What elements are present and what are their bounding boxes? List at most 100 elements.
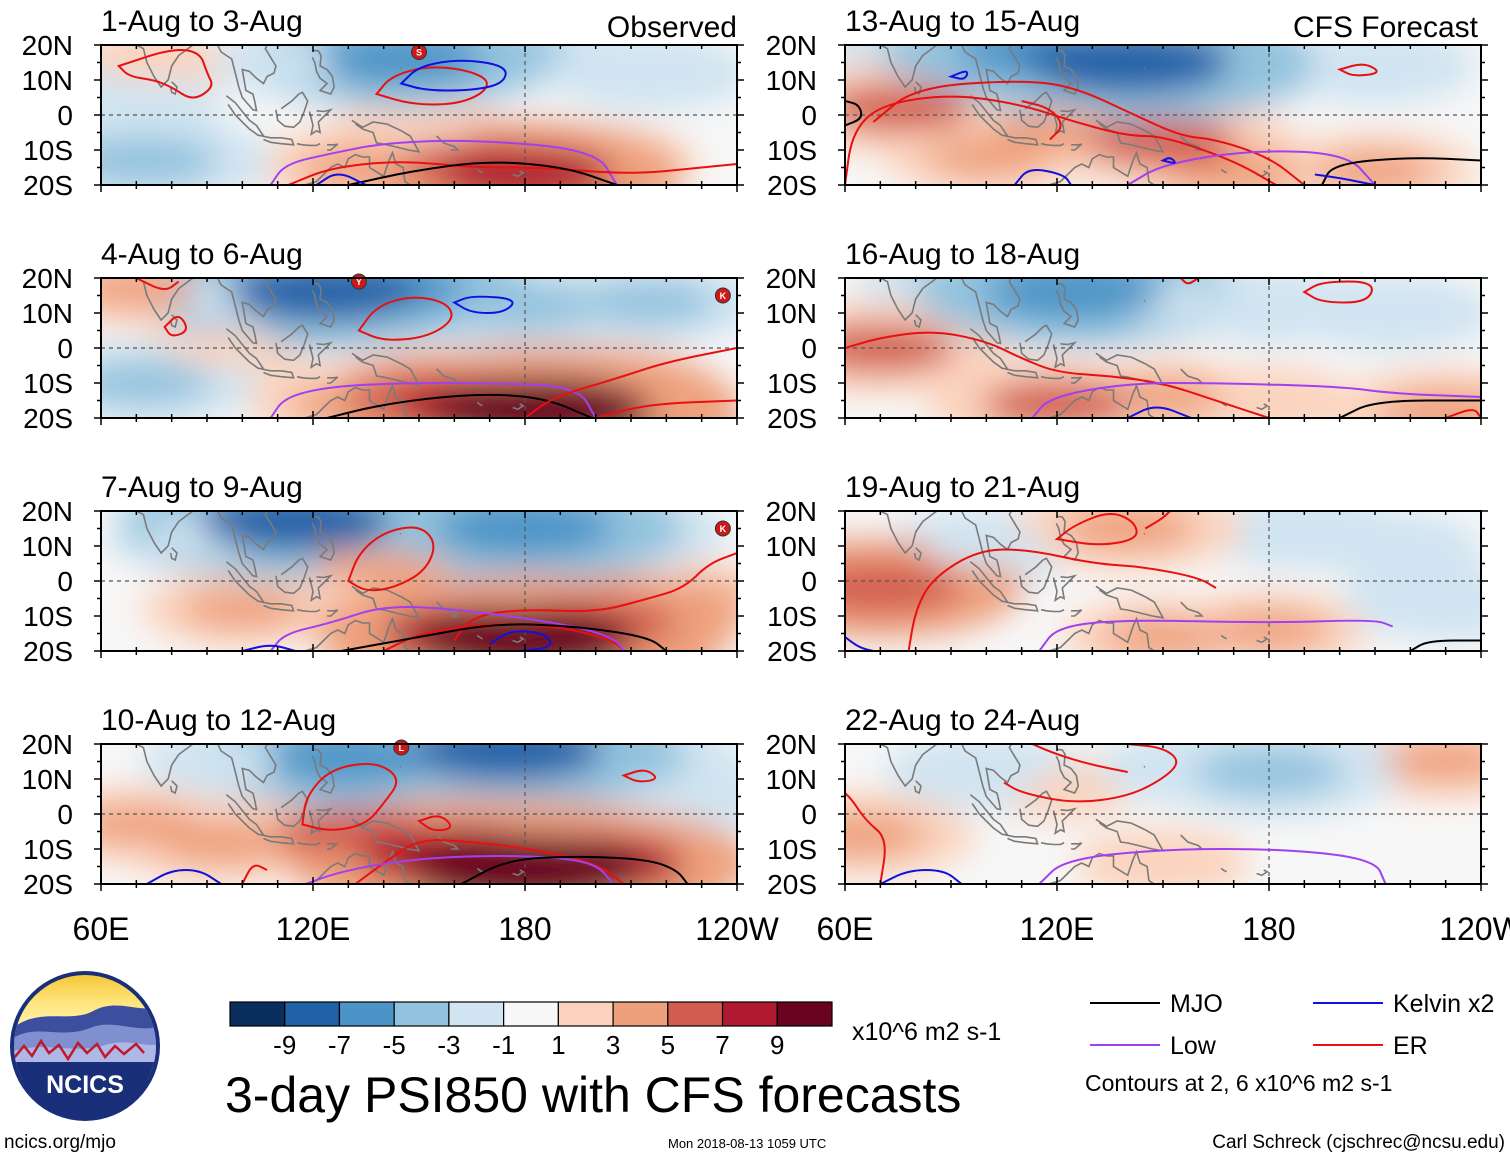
coastline [512,403,525,411]
y-tick-label: 10S [767,834,817,865]
coastline [879,511,939,555]
coastline [1143,66,1146,69]
y-tick-label: 0 [801,566,817,597]
coastline [476,867,483,873]
x-tick-label: 180 [498,911,551,947]
coastline [314,494,320,505]
coastline [1046,849,1156,884]
contour-line [1321,157,1481,185]
coastline [261,135,295,146]
coastline [327,842,339,850]
coastline [913,81,922,96]
panel-title: 1-Aug to 3-Aug [101,5,303,38]
contour-line [1013,169,1072,185]
coastline [1209,886,1223,892]
coastline [135,511,195,555]
coastline [135,45,195,89]
colorbar-swatch [721,1001,778,1027]
coastline [327,609,339,617]
anomaly-core [319,45,484,85]
anomaly-core [156,820,293,864]
coastline [960,744,1021,811]
anomaly-core [411,744,604,781]
coastline [465,420,479,426]
storm-label: L [399,743,405,753]
panel-ticks [94,277,744,425]
anomaly-blobs [101,45,737,185]
coastline [216,278,277,345]
coastline [399,765,402,768]
coastline [512,869,525,877]
coastline [465,187,479,193]
contour-line [399,59,507,92]
contour-line [1144,511,1171,530]
y-tick-label: 10S [767,601,817,632]
panel-ticks [838,44,1488,192]
coastline [1005,135,1039,146]
author-credit: Carl Schreck (cjschrec@ncsu.edu) [1212,1132,1505,1153]
coastlines [879,511,1269,659]
coastline [311,515,336,561]
y-tick-label: 10N [22,764,73,795]
y-tick-label: 10N [22,298,73,329]
anomaly-core [1338,528,1447,564]
map-panel: L 10-Aug to 12-Aug 20N 10N 0 10S 20S [22,704,744,900]
legend-label: Kelvin x2 [1393,990,1494,1018]
anomaly-field [845,45,1477,185]
wave-contours [116,49,737,185]
colorbar-tick-label: -5 [383,1030,406,1060]
colorbar-tick-label: 1 [551,1030,565,1060]
coastline [1052,341,1078,370]
y-tick-label: 20N [22,30,73,61]
timestamp: Mon 2018-08-13 1059 UTC [668,1136,826,1151]
anomaly-core [647,778,737,815]
coastline [1209,653,1223,659]
main-title: 3-day PSI850 with CFS forecasts [225,1067,961,1123]
map-panel: 13-Aug to 15-Aug 20N 10N 0 10S 20S [766,5,1488,201]
coastline [296,142,321,147]
anomaly-core [181,589,304,629]
coastline [311,282,336,328]
colorbar-tick-label: 5 [661,1030,675,1060]
colorbar-tick-label: -3 [437,1030,460,1060]
anomaly-core [266,744,431,784]
panel-title: 13-Aug to 15-Aug [845,5,1080,38]
y-tick-label: 20S [767,869,817,900]
coastline [1220,634,1227,640]
y-tick-label: 20S [767,170,817,201]
storm-icon: K [714,287,731,304]
x-tick-label: 60E [73,911,130,947]
contour-note: Contours at 2, 6 x10^6 m2 s-1 [1085,1070,1392,1096]
ncics-logo: NCICS [10,971,160,1121]
coastline [1019,557,1053,595]
contour-line [347,526,435,592]
coastline [1052,807,1078,836]
x-tick-label: 180 [1242,911,1295,947]
x-tick-label: 120W [695,911,779,947]
coastline [314,28,320,39]
anomaly-core [1102,377,1224,417]
y-tick-label: 20N [766,263,817,294]
coastline [1071,376,1083,384]
contour-line [1021,100,1062,141]
coastline [960,511,1021,578]
anomaly-core [580,280,717,325]
y-tick-label: 20S [23,636,73,667]
panel-title: 16-Aug to 18-Aug [845,238,1080,271]
site-link[interactable]: ncics.org/mjo [4,1132,116,1153]
colorbar-swatch [557,1001,614,1027]
coastline [1019,790,1053,828]
panel-ticks [94,743,744,891]
wave-contours [242,526,737,651]
coastline [302,383,412,418]
coastline [1143,299,1146,302]
coastline [1209,187,1223,193]
y-tick-label: 10S [23,368,73,399]
anomaly-core [1314,46,1436,86]
anomaly-core [436,511,614,557]
units-label: x10^6 m2 s-1 [852,1018,1001,1046]
anomaly-core [1243,512,1366,552]
anomaly-core [845,324,956,372]
legend-label: MJO [1170,990,1223,1018]
